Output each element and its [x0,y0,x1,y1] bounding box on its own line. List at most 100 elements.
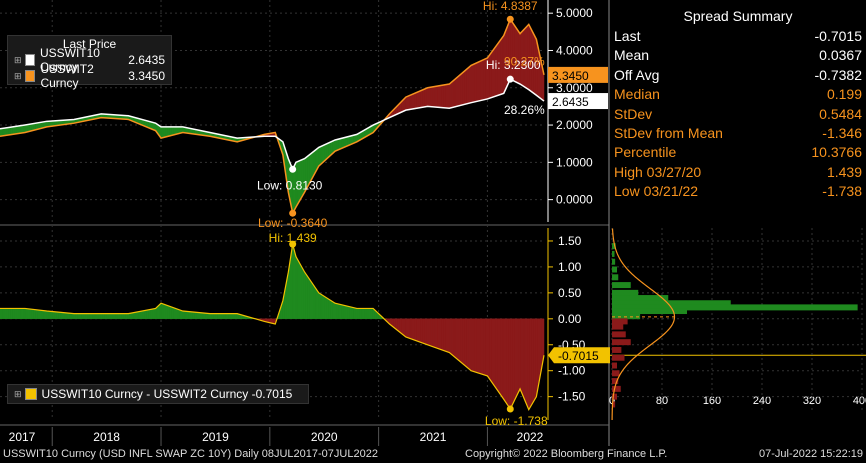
legend-name: USSWIT2 Curncy [40,62,94,90]
annotation: 28.26% [504,103,545,117]
spread-area [110,313,114,320]
summary-value: 0.0367 [819,47,862,64]
spread-area [150,308,153,320]
spread-area [478,318,482,375]
spread-area [72,313,76,320]
spread-area [234,313,237,320]
spread-area [54,311,57,320]
legend-item-usswit2[interactable]: ⊞ USSWIT2 Curncy 3.3450 [8,62,171,90]
spread-area [181,310,185,320]
spread-area [516,318,520,396]
spread-fill [466,66,469,105]
low-marker [289,209,297,217]
summary-label: Low 03/21/22 [614,183,699,200]
spread-fill [470,64,474,104]
legend-value: 2.6435 [128,53,165,67]
series-line-usswit2 [0,17,545,216]
spread-area [298,261,302,320]
spread-area [506,318,509,408]
spread-area [330,299,333,320]
spread-area [449,318,453,356]
spread-fill [453,77,457,108]
summary-label: Percentile [614,144,677,161]
spread-fill [432,86,436,108]
spread-area [464,318,467,368]
annotation: Hi: 4.8387 [483,0,538,13]
spread-area [324,295,327,320]
spread-area [361,308,365,320]
summary-value: 10.3766 [811,144,862,161]
spread-area [20,308,24,320]
histogram-bar [612,339,631,346]
spread-area [499,318,503,398]
summary-row: High 03/27/20 1.439 [614,164,862,183]
spread-area [476,318,480,374]
spread-area [311,281,315,320]
spread-fill [426,87,430,107]
histogram-bar [612,378,619,385]
spread-area [522,318,526,402]
spread-area [328,298,331,320]
summary-value: -1.738 [822,183,862,200]
spread-area [70,313,74,320]
expand-icon[interactable]: ⊞ [14,54,22,65]
x-tick-label: 2019 [202,430,229,444]
spread-area [336,303,340,320]
x-tick-label: 240 [753,395,771,407]
spread-area [416,318,419,342]
high-marker [506,15,514,23]
y-tick-label: 0.00 [558,312,582,326]
spread-area [344,305,348,320]
spread-fill [439,85,442,108]
histogram-bar [612,258,616,265]
spread-area [518,318,522,392]
spread-area [462,318,465,366]
spread-area [370,308,373,320]
x-tick-label: 80 [656,395,668,407]
expand-icon[interactable]: ⊞ [14,388,22,399]
last-value-text: 2.6435 [552,95,589,109]
spread-area [533,318,536,403]
legend-item-spread[interactable]: ⊞ USSWIT10 Curncy - USSWIT2 Curncy -0.70… [8,385,308,403]
spread-area [202,312,206,320]
expand-icon[interactable]: ⊞ [14,70,22,81]
spread-area [175,308,179,320]
spread-area [85,313,89,320]
spread-area [497,318,501,395]
spread-area [123,313,126,320]
spread-area [338,303,342,320]
legend-item-usswit10[interactable]: ⊞ USSWIT10 Curncy 2.6435 [8,46,171,74]
spread-line [0,243,545,411]
spread-area [75,313,78,320]
spread-fill [480,59,484,101]
spread-area [357,308,361,320]
summary-row: Mean 0.0367 [614,47,862,66]
spread-area [365,308,369,320]
spread-fill [512,21,515,82]
summary-row: StDev from Mean -1.346 [614,125,862,144]
spread-area [460,318,463,364]
spread-area [135,311,139,320]
spread-area [89,313,93,320]
spread-area [227,313,231,320]
spread-area [485,318,488,377]
spread-fill [18,125,22,134]
summary-row: StDev 0.5484 [614,106,862,125]
spread-area [437,318,440,350]
spread-area [529,318,532,410]
spread-area [399,318,402,335]
spread-fill [319,145,323,166]
annotation: Hi: 3.2300 [486,58,541,72]
x-tick-label: 0 [609,395,615,407]
spread-area [531,318,534,406]
spread-fill [340,137,344,149]
histogram-bar [612,354,625,361]
spread-area [0,308,3,320]
annotation: Low: -0.3640 [258,216,328,230]
spread-area [508,318,511,410]
spread-area [179,309,183,320]
spread-area [206,313,210,320]
spread-area [219,313,223,320]
summary-label: Off Avg [614,66,660,83]
spread-fill [418,90,421,109]
